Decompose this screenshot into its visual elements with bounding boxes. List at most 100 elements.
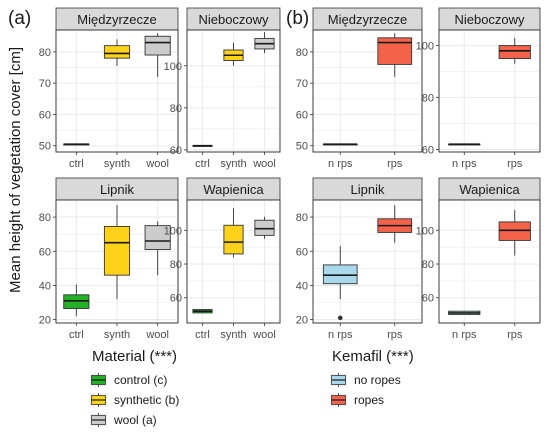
x-tick-label: rps [507, 329, 523, 341]
box-body [322, 264, 358, 285]
legend-label: ropes [354, 393, 384, 407]
x-tick-label: n rps [452, 329, 477, 341]
box-body [103, 45, 131, 59]
panel-title: Lipnik [100, 182, 134, 197]
box-body [103, 226, 131, 276]
box-rps [377, 33, 413, 77]
plot-border [55, 199, 179, 324]
panel-a-lipnik: Lipnik 20 40 60 80 ctrl synth wool [39, 177, 179, 341]
legend-title: Material (***) [92, 348, 177, 365]
x-tick-label: synth [104, 329, 130, 341]
box-body [498, 45, 531, 60]
legend-key [90, 413, 107, 427]
y-axis-label: Mean height of vegetation cover [cm] [7, 47, 24, 293]
panel-b-miedzyrzecze: Międzyrzecze 50 60 70 80 n rps rps [296, 7, 423, 170]
x-tick-label: rps [387, 158, 403, 170]
box-wool [254, 216, 275, 239]
y-tick-label: 80 [170, 103, 182, 115]
y-tick-label: 20 [39, 315, 51, 327]
box-synth [103, 39, 131, 66]
box-body [254, 219, 275, 236]
panel-title: Nieboczowy [198, 12, 269, 27]
legend-key [330, 373, 347, 387]
y-tick-label: 100 [164, 225, 182, 237]
box-n-rps [322, 143, 358, 146]
box-ctrl [192, 309, 213, 314]
x-tick-label: ctrl [195, 329, 210, 341]
x-tick-label: wool [252, 329, 276, 341]
panel-tag-b: (b) [286, 8, 309, 29]
box-wool [254, 32, 275, 54]
panel-title: Nieboczowy [454, 12, 525, 27]
box-body [498, 221, 531, 241]
y-tick-label: 80 [422, 259, 434, 271]
y-tick-label: 100 [416, 225, 434, 237]
legend-key [330, 393, 347, 407]
legend-kemafil: Kemafil (***) no ropes ropes [330, 348, 414, 407]
y-tick-label: 60 [39, 109, 51, 121]
x-tick-label: rps [507, 158, 523, 170]
legend-label: no ropes [354, 373, 401, 387]
box-n-rps [448, 143, 481, 146]
legend-key [90, 373, 107, 387]
plot-border [438, 29, 541, 153]
y-tick-label: 80 [170, 259, 182, 271]
y-tick-label: 80 [39, 47, 51, 59]
plot-border [186, 29, 281, 153]
y-tick-label: 100 [416, 41, 434, 53]
box-ctrl [63, 143, 90, 146]
x-tick-label: n rps [452, 158, 477, 170]
panel-title: Międzyrzecze [328, 12, 407, 27]
panel-b-nieboczowy: Nieboczowy 60 80 100 n rps rps [416, 7, 541, 170]
x-tick-label: synth [220, 329, 246, 341]
plot-border [55, 29, 179, 153]
legend-label: control (c) [114, 373, 167, 387]
plot-border [438, 199, 541, 324]
panel-a-nieboczowy: Nieboczowy 60 80 100 ctrl synth wool [164, 7, 281, 170]
panel-title: Wapienica [203, 182, 264, 197]
y-tick-label: 60 [170, 145, 182, 157]
panel-b-lipnik: Lipnik 20 40 60 80 n rps rps [296, 177, 423, 341]
x-tick-label: wool [145, 329, 169, 341]
y-tick-label: 60 [296, 109, 308, 121]
y-tick-label: 40 [39, 280, 51, 292]
outlier-point [337, 315, 343, 321]
x-tick-label: n rps [328, 329, 353, 341]
legend-material: Material (***) control (c) synthetic (b) wo… [90, 348, 179, 427]
y-tick-label: 50 [296, 141, 308, 153]
y-tick-label: 80 [39, 212, 51, 224]
panel-b-wapienica: Wapienica 60 80 100 n rps rps [416, 177, 541, 341]
box-synth [223, 208, 244, 258]
y-tick-label: 20 [296, 315, 308, 327]
box-body [144, 225, 171, 250]
plot-area [438, 199, 541, 324]
y-tick-label: 70 [39, 78, 51, 90]
x-tick-label: ctrl [69, 158, 84, 170]
x-tick-label: synth [220, 158, 246, 170]
box-body [223, 224, 244, 255]
legend-key [90, 393, 107, 407]
y-tick-label: 100 [164, 61, 182, 73]
y-tick-label: 60 [422, 144, 434, 156]
y-tick-label: 50 [39, 141, 51, 153]
x-tick-label: synth [104, 158, 130, 170]
box-body [63, 294, 90, 309]
y-tick-label: 80 [422, 92, 434, 104]
panel-a-miedzyrzecze: Międzyrzecze 50 60 70 80 ctrl synth wool [39, 7, 179, 170]
panel-title: Wapienica [459, 182, 520, 197]
panel-a-wapienica: Wapienica 60 80 100 ctrl synth wool [164, 177, 281, 341]
legend-label: wool (a) [113, 413, 157, 427]
box-ctrl [63, 284, 90, 317]
y-tick-label: 60 [39, 246, 51, 258]
box-wool [144, 33, 171, 77]
y-tick-label: 60 [296, 246, 308, 258]
y-tick-label: 60 [422, 293, 434, 305]
x-tick-label: ctrl [195, 158, 210, 170]
plot-border [312, 29, 423, 153]
x-tick-label: wool [145, 158, 169, 170]
box-synth [103, 205, 131, 300]
panel-title: Lipnik [351, 182, 385, 197]
box-body [144, 35, 171, 56]
